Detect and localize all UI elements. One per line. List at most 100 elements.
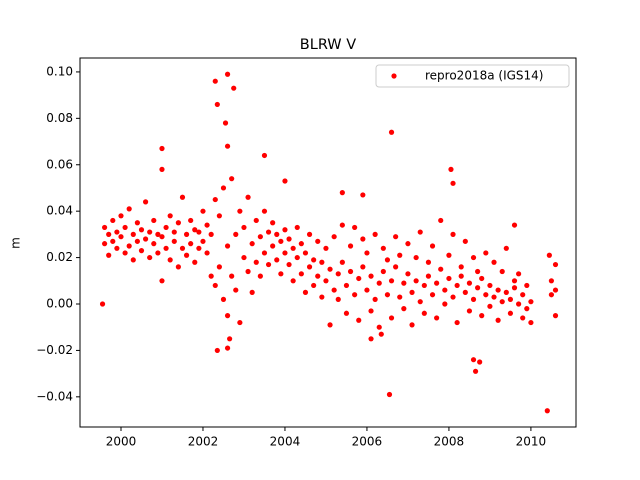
x-tick-label: 2006	[352, 435, 383, 449]
data-point	[106, 252, 112, 258]
data-point	[315, 273, 321, 279]
data-point	[413, 278, 419, 284]
data-point	[253, 217, 259, 224]
data-point	[470, 296, 477, 302]
data-point	[524, 282, 530, 289]
data-point	[212, 282, 218, 289]
data-point	[241, 254, 247, 261]
data-point	[409, 322, 415, 328]
data-point	[196, 229, 202, 235]
data-point	[294, 224, 300, 231]
data-point	[413, 254, 419, 261]
data-point	[360, 192, 366, 198]
data-point	[384, 257, 391, 263]
data-point	[216, 213, 222, 219]
data-point	[343, 310, 350, 316]
x-tick-label: 2010	[516, 435, 547, 449]
data-point	[265, 229, 272, 235]
data-point	[229, 273, 235, 279]
data-point	[503, 289, 509, 295]
data-point	[429, 292, 436, 298]
data-point	[315, 238, 321, 244]
data-point	[511, 222, 518, 228]
data-point	[138, 248, 145, 254]
data-point	[528, 299, 534, 305]
data-point	[511, 278, 518, 284]
data-point	[245, 268, 251, 275]
data-point	[286, 261, 292, 268]
data-point	[552, 287, 559, 293]
data-point	[368, 308, 374, 314]
data-point	[110, 217, 116, 224]
data-point	[212, 196, 218, 203]
data-point	[237, 208, 243, 214]
data-point	[380, 268, 386, 275]
data-point	[475, 285, 481, 291]
data-point	[282, 227, 288, 233]
data-point	[487, 282, 493, 289]
data-point	[147, 229, 153, 235]
data-point	[507, 310, 514, 316]
data-point	[372, 296, 378, 302]
data-point	[450, 180, 456, 186]
data-point	[192, 259, 198, 265]
data-point	[155, 250, 161, 256]
data-point	[384, 292, 391, 298]
data-point	[306, 231, 313, 237]
data-point	[163, 224, 169, 231]
data-point	[222, 120, 229, 126]
data-point	[409, 289, 415, 295]
data-point	[364, 287, 370, 293]
data-point	[368, 273, 374, 279]
data-point	[319, 259, 325, 265]
data-point	[311, 257, 317, 263]
data-point	[499, 299, 505, 305]
data-point	[163, 245, 169, 251]
data-point	[438, 266, 444, 272]
data-point	[286, 236, 292, 242]
data-point	[175, 220, 181, 226]
y-tick-label: −0.04	[36, 389, 73, 403]
plot-area	[99, 71, 559, 414]
data-point	[352, 224, 358, 231]
data-point	[520, 315, 526, 321]
data-point	[503, 245, 509, 251]
data-point	[487, 303, 493, 309]
data-point	[290, 278, 296, 284]
x-tick-label: 2002	[188, 435, 219, 449]
data-point	[171, 238, 177, 244]
data-point	[495, 317, 501, 323]
data-point	[356, 317, 362, 323]
data-point	[421, 310, 427, 316]
data-point	[237, 319, 243, 326]
data-point	[188, 241, 194, 247]
data-point	[278, 238, 284, 244]
data-point	[546, 252, 552, 258]
data-point	[343, 282, 350, 289]
data-point	[167, 213, 173, 219]
data-point	[388, 129, 395, 135]
data-point	[548, 278, 555, 284]
data-point	[241, 224, 247, 231]
data-point	[282, 178, 288, 184]
data-point	[516, 271, 522, 277]
data-point	[298, 241, 304, 247]
y-tick-label: 0.04	[46, 204, 73, 218]
data-point	[372, 231, 378, 237]
data-point	[458, 273, 464, 279]
data-point	[233, 231, 239, 237]
data-point	[122, 224, 128, 231]
data-point	[442, 287, 448, 293]
y-tick-label: 0.10	[46, 64, 73, 78]
data-point	[214, 347, 220, 354]
data-point	[376, 324, 382, 330]
x-tick-label: 2004	[270, 435, 301, 449]
data-point	[386, 391, 393, 398]
data-point	[425, 273, 432, 279]
data-point	[126, 206, 132, 212]
data-point	[470, 254, 477, 261]
data-point	[261, 250, 268, 256]
data-point	[257, 273, 263, 279]
data-point	[548, 292, 555, 298]
